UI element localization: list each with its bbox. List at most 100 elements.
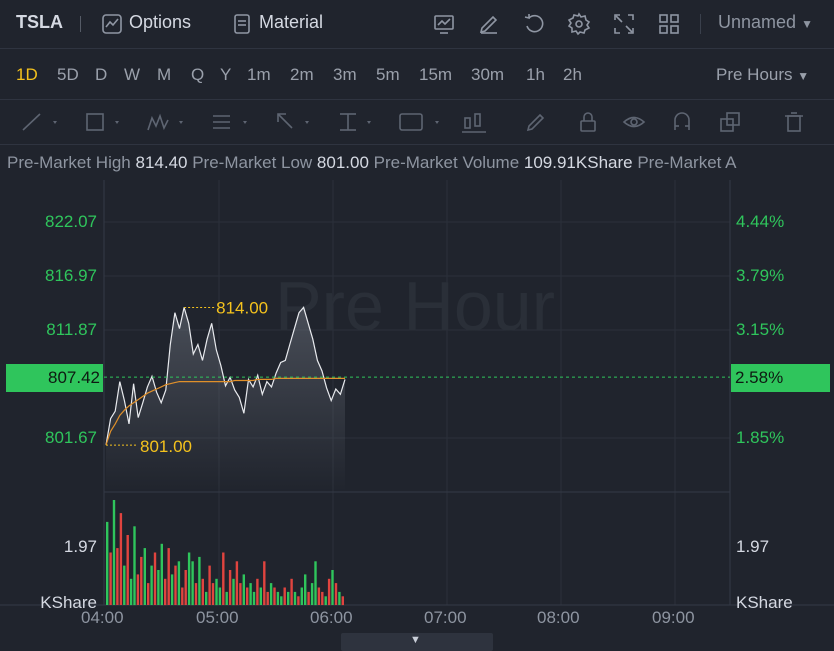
layers-icon[interactable] [718,110,742,134]
timeframe-m[interactable]: M [157,65,172,84]
options-icon[interactable] [100,12,124,36]
volume-bar [287,591,290,605]
volume-bar [170,574,174,605]
chart-scroll-handle[interactable]: ▼ [341,633,493,651]
timeframe-1m[interactable]: 1m [247,65,271,84]
current-pct-badge-right: 2.58% [731,364,830,392]
stat-label: Pre-Market Volume [373,153,524,172]
eye-icon[interactable] [622,110,646,134]
trash-icon[interactable] [782,110,806,134]
volume-bar [280,596,283,606]
volume-bar [123,565,126,605]
session-selector[interactable]: Pre Hours ▼ [716,65,809,85]
volume-bar [119,513,123,605]
timeframe-5d[interactable]: 5D [57,65,79,84]
volume-unit-right: KShare [736,593,793,612]
chevron-down-icon: ▼ [797,69,810,83]
volume-bar [218,587,222,605]
volume-bar [187,552,191,605]
volume-bar [164,578,167,606]
volume-bar [112,500,116,605]
volume-bar [126,535,129,605]
volume-bar [304,574,307,605]
number-tool-icon[interactable] [398,110,444,134]
volume-bar [106,521,109,605]
volume-bar [181,587,184,605]
volume-bar [205,591,208,605]
magnet-icon[interactable] [670,110,694,134]
layout-selector[interactable]: Unnamed ▼ [718,12,813,33]
timeframe-2m[interactable]: 2m [290,65,314,84]
fullscreen-icon[interactable] [612,12,636,36]
grid-icon[interactable] [657,12,681,36]
volume-bar [334,583,338,605]
price-chart[interactable]: Pre Hour 814.00 801.00 [0,180,834,651]
volume-bar [157,570,160,605]
divider [80,16,81,32]
volume-bar [116,548,119,605]
symbol-label[interactable]: TSLA [16,12,63,32]
volume-bar [177,561,181,606]
timeframe-1h[interactable]: 1h [526,65,545,84]
stat-label: Pre-Market High [7,153,136,172]
pattern-tool-icon[interactable] [146,110,186,134]
time-tick: 06:00 [310,608,353,627]
measure-tool-icon[interactable] [336,110,376,134]
pencil-icon[interactable] [524,110,548,134]
watermark: Pre Hour [275,267,555,345]
lock-icon[interactable] [576,110,600,134]
timeframe-d[interactable]: D [95,65,108,84]
undo-icon[interactable] [522,12,546,36]
volume-bar [136,574,140,605]
candle-icon[interactable] [460,110,488,134]
volume-bar [249,583,252,605]
text-tool-icon[interactable] [210,110,250,134]
arrow-tool-icon[interactable] [274,110,314,134]
volume-bar [259,587,262,605]
price-tick-left: 811.87 [46,320,97,339]
volume-bar [256,578,259,606]
time-tick: 04:00 [81,608,124,627]
layout-name: Unnamed [718,12,797,32]
timeframe-5m[interactable]: 5m [376,65,400,84]
timeframe-2h[interactable]: 2h [563,65,582,84]
timeframe-15m[interactable]: 15m [419,65,453,84]
gear-icon[interactable] [567,12,591,36]
timeframe-q[interactable]: Q [191,65,205,84]
price-area [106,307,345,492]
volume-bar [143,548,146,605]
volume-bar [290,578,293,606]
volume-bar [283,587,286,605]
volume-bar [242,574,245,605]
volume-bar [109,552,112,605]
timeframe-3m[interactable]: 3m [333,65,357,84]
timeframe-bar: Pre Hours ▼ 1D 5D D W M Q Y 1m 2m 3m 5m 15m 30m 1h 2h [0,49,834,100]
edit-icon[interactable] [477,12,501,36]
volume-unit-left: KShare [40,593,97,612]
volume-tick-left: 1.97 [63,537,97,556]
chevron-down-icon: ▼ [801,17,813,31]
options-button[interactable]: Options [129,12,192,32]
volume-bar [341,596,344,606]
time-tick: 08:00 [537,608,580,627]
volume-tick-right: 1.97 [736,537,770,556]
volume-bar [324,596,327,606]
timeframe-1d[interactable]: 1D [16,65,38,84]
chart-icon[interactable] [432,12,456,36]
timeframe-w[interactable]: W [124,65,141,84]
volume-bar [150,565,153,605]
time-tick: 09:00 [652,608,695,627]
line-tool-icon[interactable] [20,110,60,134]
material-button[interactable]: Material [259,12,324,32]
time-tick: 07:00 [424,608,467,627]
timeframe-y[interactable]: Y [220,65,232,84]
volume-bar [307,591,310,605]
material-icon[interactable] [230,12,254,36]
top-toolbar: TSLA Options Material Unnamed ▼ [0,0,834,49]
session-label: Pre Hours [716,65,793,84]
current-price-badge-left: 807.42 [6,364,103,392]
stat-value: 814.40 [135,153,193,172]
stat-value: 801.00 [316,153,374,172]
timeframe-30m[interactable]: 30m [471,65,505,84]
rect-tool-icon[interactable] [84,110,124,134]
